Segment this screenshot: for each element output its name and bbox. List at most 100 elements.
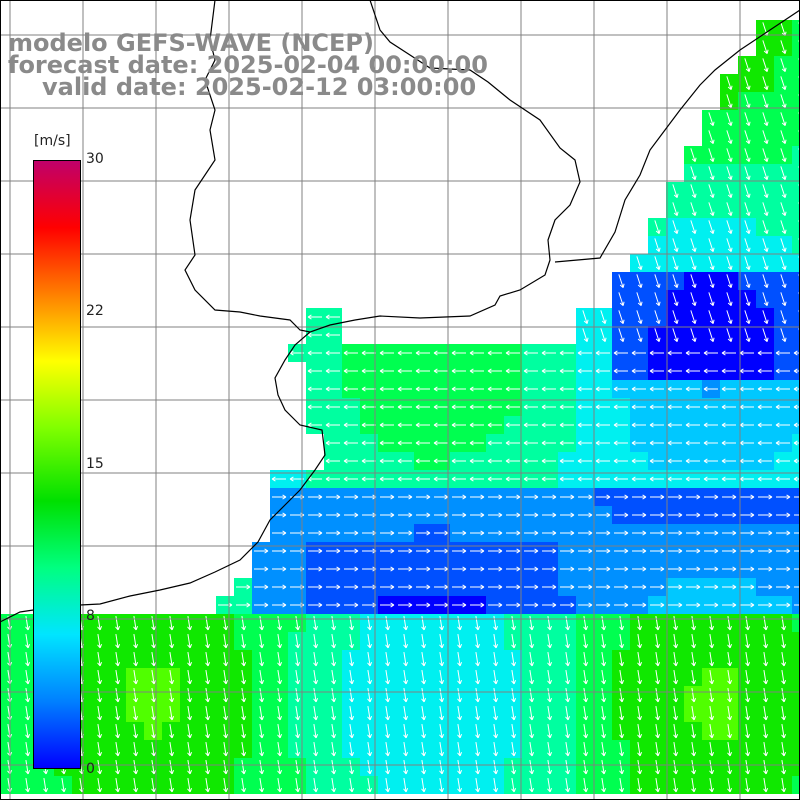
wind-arrow xyxy=(672,238,679,253)
wind-arrow xyxy=(691,742,697,757)
wind-arrow xyxy=(668,602,683,608)
wind-arrow xyxy=(739,350,754,356)
wind-arrow xyxy=(541,422,556,428)
wind-arrow xyxy=(205,760,211,775)
wind-arrow xyxy=(744,112,751,127)
wind-arrow xyxy=(416,548,431,554)
wind-arrow xyxy=(241,760,247,775)
wind-arrow xyxy=(488,584,503,590)
wind-arrow xyxy=(619,616,625,631)
wind-arrow xyxy=(631,386,646,392)
wind-arrow xyxy=(704,602,719,608)
wind-arrow xyxy=(757,476,772,482)
wind-arrow xyxy=(595,386,610,392)
wind-arrow xyxy=(708,238,715,253)
wind-arrow xyxy=(97,706,103,721)
wind-arrow xyxy=(451,368,466,374)
wind-arrow xyxy=(578,548,593,554)
wind-arrow xyxy=(709,688,715,703)
wind-arrow xyxy=(151,778,157,793)
wind-arrow xyxy=(672,274,679,289)
wind-arrow xyxy=(326,548,341,554)
wind-arrow xyxy=(421,706,427,721)
wind-arrow xyxy=(758,584,773,590)
wind-arrow xyxy=(565,688,571,703)
wind-arrow xyxy=(780,238,787,253)
wind-arrow xyxy=(403,616,409,631)
wind-arrow xyxy=(115,778,121,793)
wind-arrow xyxy=(690,256,697,271)
colorbar-unit-label: [m/s] xyxy=(34,133,71,149)
wind-arrow xyxy=(794,550,800,552)
wind-arrow xyxy=(691,706,697,721)
wind-arrow xyxy=(722,602,737,608)
title-model: modelo GEFS-WAVE (NCEP) xyxy=(8,29,374,57)
wind-arrow xyxy=(686,530,701,536)
wind-arrow xyxy=(541,404,556,410)
wind-arrow xyxy=(708,112,715,127)
wind-arrow xyxy=(632,548,647,554)
wind-arrow xyxy=(205,652,211,667)
wind-arrow xyxy=(295,778,301,793)
wind-arrow xyxy=(397,476,412,482)
wind-arrow xyxy=(343,368,358,374)
wind-arrow xyxy=(169,670,175,685)
wind-arrow xyxy=(726,220,733,235)
wind-arrow xyxy=(295,688,301,703)
wind-arrow xyxy=(758,566,773,572)
wind-arrow xyxy=(596,602,611,608)
wind-arrow xyxy=(793,458,800,464)
wind-arrow xyxy=(277,724,283,739)
wind-arrow xyxy=(547,742,553,757)
wind-arrow xyxy=(726,328,733,343)
wind-arrow xyxy=(541,368,556,374)
wind-arrow xyxy=(601,760,607,775)
wind-arrow xyxy=(632,512,647,518)
wind-arrow xyxy=(475,634,481,649)
wind-arrow xyxy=(187,742,193,757)
wind-arrow xyxy=(763,724,769,739)
wind-arrow xyxy=(470,512,485,518)
wind-arrow xyxy=(595,422,610,428)
wind-arrow xyxy=(505,350,520,356)
wind-arrow xyxy=(727,724,733,739)
wind-arrow xyxy=(636,274,643,289)
wind-arrow xyxy=(523,422,538,428)
wind-arrow xyxy=(762,58,769,73)
wind-arrow xyxy=(349,670,355,685)
wind-arrow xyxy=(367,706,373,721)
wind-arrow xyxy=(25,760,31,775)
wind-arrow xyxy=(115,652,121,667)
wind-arrow xyxy=(619,724,625,739)
wind-arrow xyxy=(313,724,319,739)
wind-arrow xyxy=(506,494,521,500)
wind-arrow xyxy=(487,404,502,410)
wind-speed-cell xyxy=(792,668,800,686)
wind-arrow xyxy=(672,310,679,325)
wind-arrow xyxy=(169,742,175,757)
wind-arrow xyxy=(452,548,467,554)
wind-arrow xyxy=(254,602,269,608)
wind-speed-cell xyxy=(792,56,800,74)
wind-arrow xyxy=(97,652,103,667)
wind-arrow xyxy=(380,584,395,590)
wind-arrow xyxy=(469,440,484,446)
wind-arrow xyxy=(241,688,247,703)
wind-arrow xyxy=(541,476,556,482)
wind-speed-cell xyxy=(792,218,800,236)
wind-arrow xyxy=(762,94,769,109)
wind-arrow xyxy=(469,386,484,392)
wind-arrow xyxy=(415,422,430,428)
wind-arrow xyxy=(780,184,787,199)
wind-arrow xyxy=(344,602,359,608)
wind-arrow xyxy=(434,566,449,572)
wind-arrow xyxy=(704,566,719,572)
wind-arrow xyxy=(583,724,589,739)
wind-arrow xyxy=(475,688,481,703)
wind-speed-cell xyxy=(792,686,800,704)
wind-arrow xyxy=(397,458,412,464)
wind-arrow xyxy=(259,634,265,649)
wind-arrow xyxy=(763,778,769,793)
wind-arrow xyxy=(385,724,391,739)
wind-arrow xyxy=(325,458,340,464)
